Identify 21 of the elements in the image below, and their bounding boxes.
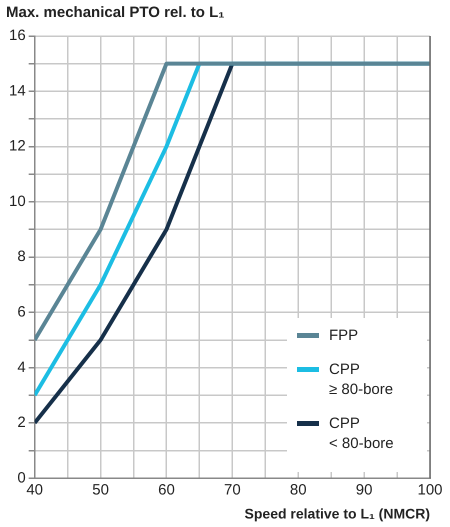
y-tick-label: 14 bbox=[8, 82, 26, 100]
y-tick-label: 8 bbox=[17, 248, 26, 266]
y-tick-label: 4 bbox=[17, 358, 26, 376]
y-tick-label: 2 bbox=[17, 414, 26, 432]
y-tick-label: 0 bbox=[17, 469, 26, 486]
x-tick-label: 70 bbox=[224, 481, 241, 498]
y-tick-label: 16 bbox=[8, 27, 26, 44]
y-tick-label: 12 bbox=[8, 138, 26, 155]
legend-label: FPP bbox=[329, 327, 358, 344]
legend-label: CPP < 80-bore bbox=[329, 415, 394, 452]
x-tick-label: 50 bbox=[92, 481, 109, 498]
legend-label: CPP ≥ 80-bore bbox=[329, 361, 394, 398]
x-tick-label: 100 bbox=[417, 481, 443, 498]
x-tick-label: 80 bbox=[290, 481, 307, 498]
chart-title: Max. mechanical PTO rel. to L₁ bbox=[6, 4, 224, 22]
y-tick-label: 10 bbox=[8, 192, 26, 210]
x-tick-label: 90 bbox=[356, 481, 372, 498]
x-axis-title: Speed relative to L₁ (NMCR) bbox=[244, 505, 430, 522]
x-tick-label: 40 bbox=[26, 481, 44, 498]
x-tick-label: 60 bbox=[158, 481, 175, 498]
y-tick-label: 6 bbox=[17, 304, 26, 321]
